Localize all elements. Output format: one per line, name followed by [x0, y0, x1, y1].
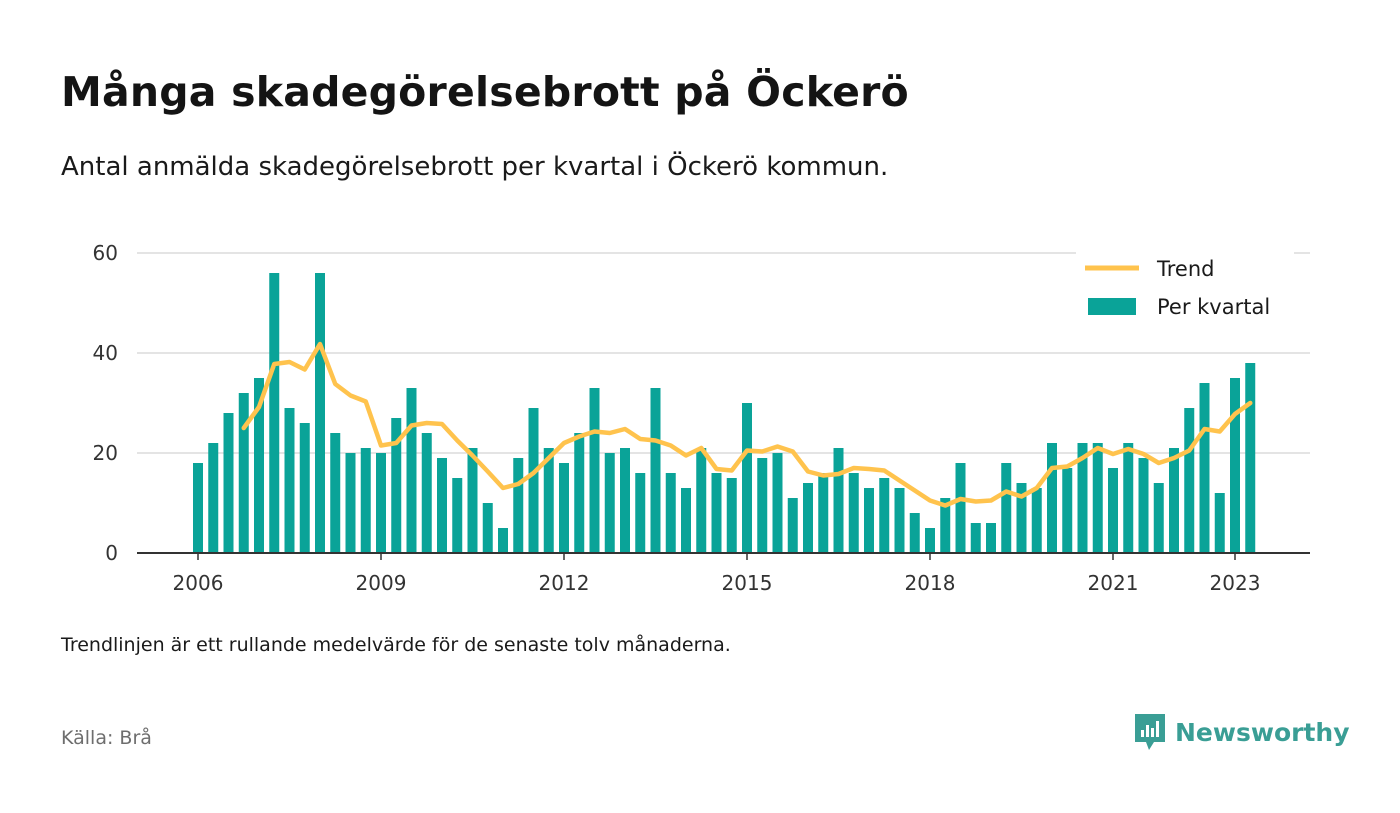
bar [452, 478, 463, 553]
legend: Trend Per kvartal [1076, 248, 1294, 328]
bar [894, 488, 905, 553]
bar [650, 388, 661, 553]
bar [787, 498, 798, 553]
bar [559, 463, 569, 553]
bar [284, 408, 295, 553]
legend-trend-label: Trend [1156, 257, 1214, 281]
bar [925, 528, 935, 553]
bar [208, 443, 219, 553]
bar [1199, 383, 1210, 553]
x-tick-label: 2006 [173, 571, 224, 595]
bar [513, 458, 524, 553]
bar [635, 473, 646, 553]
bar [421, 433, 432, 553]
bar [803, 483, 813, 553]
bar [604, 453, 615, 553]
bar-series [193, 273, 1256, 553]
x-tick-label: 2012 [539, 571, 590, 595]
bar [238, 393, 249, 553]
x-tick-label: 2009 [356, 571, 407, 595]
bar [1153, 483, 1164, 553]
x-tick-label: 2023 [1210, 571, 1261, 595]
bar [1138, 458, 1149, 553]
bar [1047, 443, 1057, 553]
bar [681, 488, 691, 553]
bar [482, 503, 493, 553]
bar [1123, 443, 1134, 553]
chart-title: Många skadegörelsebrott på Öckerö [61, 68, 909, 116]
bar [376, 453, 386, 553]
bar [970, 523, 981, 553]
bar [726, 478, 737, 553]
bar [437, 458, 447, 553]
bar [1062, 468, 1073, 553]
bar [299, 423, 310, 553]
bar [315, 273, 325, 553]
y-tick-label: 20 [93, 441, 118, 465]
bar [909, 513, 920, 553]
bar [1016, 483, 1027, 553]
trend-series [241, 341, 1253, 508]
bar [879, 478, 890, 553]
bar [1092, 443, 1103, 553]
bar [833, 448, 844, 553]
bar [1245, 363, 1256, 553]
y-tick-label: 60 [93, 241, 118, 265]
footnote: Trendlinjen är ett rullande medelvärde f… [61, 634, 731, 656]
brand-logo[interactable]: Newsworthy [1133, 712, 1350, 752]
bar [940, 498, 951, 553]
x-tick-label: 2018 [905, 571, 956, 595]
bar [986, 523, 996, 553]
bar [818, 473, 829, 553]
bar [360, 448, 371, 553]
bar [848, 473, 859, 553]
bar [1031, 488, 1042, 553]
bar [955, 463, 966, 553]
bar [1184, 408, 1195, 553]
brand-name: Newsworthy [1175, 717, 1350, 747]
bar [1214, 493, 1225, 553]
bar [574, 433, 585, 553]
newsworthy-icon [1135, 714, 1165, 750]
x-tick-label: 2021 [1088, 571, 1139, 595]
bar [406, 388, 417, 553]
bar [330, 433, 341, 553]
bar [254, 378, 264, 553]
bar [742, 403, 752, 553]
legend-bar-label: Per kvartal [1157, 295, 1270, 319]
bar [1001, 463, 1012, 553]
bar [391, 418, 402, 553]
bar [193, 463, 203, 553]
legend-bar-swatch [1088, 298, 1136, 315]
y-tick-label: 40 [93, 341, 118, 365]
bar [589, 388, 600, 553]
bar [1169, 448, 1179, 553]
bar [772, 453, 783, 553]
bar [665, 473, 676, 553]
trend-line [241, 341, 1253, 508]
bar [1108, 468, 1118, 553]
bar [345, 453, 356, 553]
x-tick-label: 2015 [722, 571, 773, 595]
source-label: Källa: Brå [61, 727, 152, 749]
bar [528, 408, 539, 553]
bar [620, 448, 630, 553]
bar [269, 273, 280, 553]
bar [757, 458, 768, 553]
x-axis-labels: 2006 2009 2012 2015 2018 2021 2023 [173, 553, 1261, 595]
bar [711, 473, 722, 553]
bar [498, 528, 508, 553]
bar [696, 448, 707, 553]
bar [543, 448, 554, 553]
y-axis-labels: 0 20 40 60 [93, 241, 118, 565]
bar [467, 448, 478, 553]
bar [1077, 443, 1088, 553]
y-tick-label: 0 [105, 541, 118, 565]
bar [864, 488, 874, 553]
bar [223, 413, 234, 553]
chart-subtitle: Antal anmälda skadegörelsebrott per kvar… [61, 152, 889, 182]
bar [1230, 378, 1240, 553]
